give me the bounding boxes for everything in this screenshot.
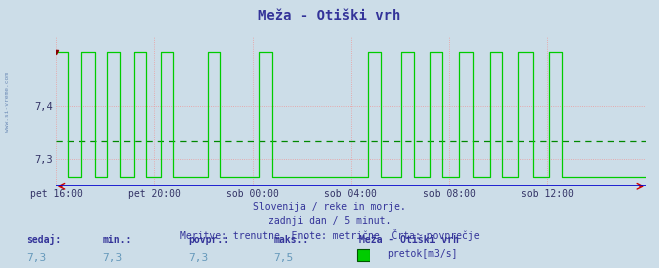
Text: 7,5: 7,5 — [273, 253, 294, 263]
Text: min.:: min.: — [102, 234, 132, 244]
Text: zadnji dan / 5 minut.: zadnji dan / 5 minut. — [268, 216, 391, 226]
Text: Meža - Otiški vrh: Meža - Otiški vrh — [258, 9, 401, 23]
Text: Meža - Otiški vrh: Meža - Otiški vrh — [359, 234, 459, 244]
Text: www.si-vreme.com: www.si-vreme.com — [5, 72, 11, 132]
Bar — [357, 249, 370, 261]
Text: sedaj:: sedaj: — [26, 233, 61, 244]
Text: 7,3: 7,3 — [102, 253, 123, 263]
Text: 7,3: 7,3 — [26, 253, 47, 263]
Text: Meritve: trenutne  Enote: metrične  Črta: povprečje: Meritve: trenutne Enote: metrične Črta: … — [180, 229, 479, 241]
Text: 7,3: 7,3 — [188, 253, 208, 263]
Text: Slovenija / reke in morje.: Slovenija / reke in morje. — [253, 202, 406, 212]
Text: povpr.:: povpr.: — [188, 234, 229, 244]
Text: pretok[m3/s]: pretok[m3/s] — [387, 249, 457, 259]
Text: maks.:: maks.: — [273, 234, 308, 244]
